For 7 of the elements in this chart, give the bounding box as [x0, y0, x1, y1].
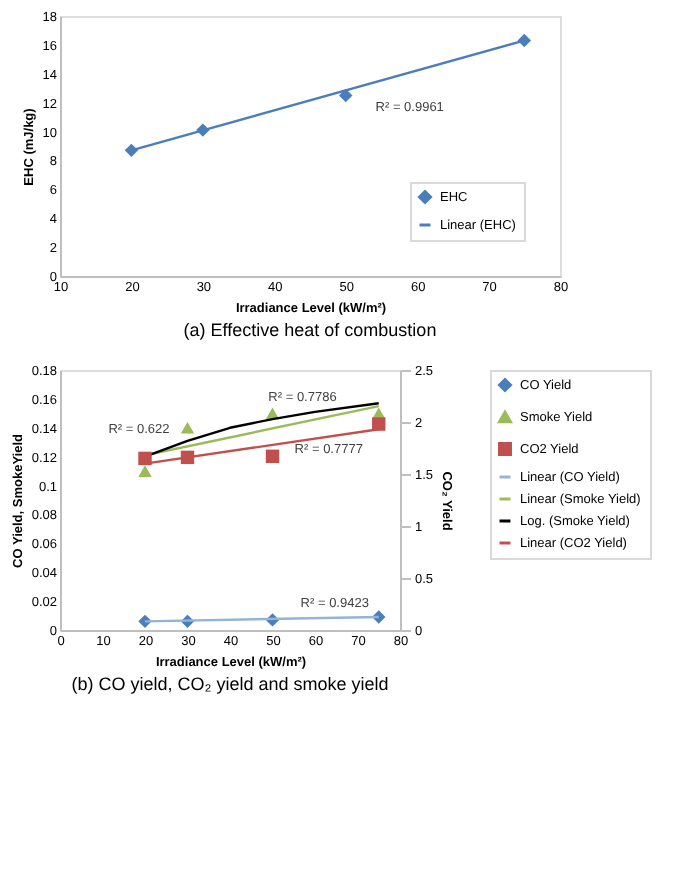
point: [372, 417, 386, 431]
text: (b) CO yield, CO₂ yield and smoke yield: [71, 674, 389, 694]
point: [180, 421, 195, 434]
text: (a) Effective heat of combustion: [183, 320, 437, 340]
point: [138, 465, 152, 477]
point: [265, 449, 280, 464]
point: [138, 451, 152, 466]
